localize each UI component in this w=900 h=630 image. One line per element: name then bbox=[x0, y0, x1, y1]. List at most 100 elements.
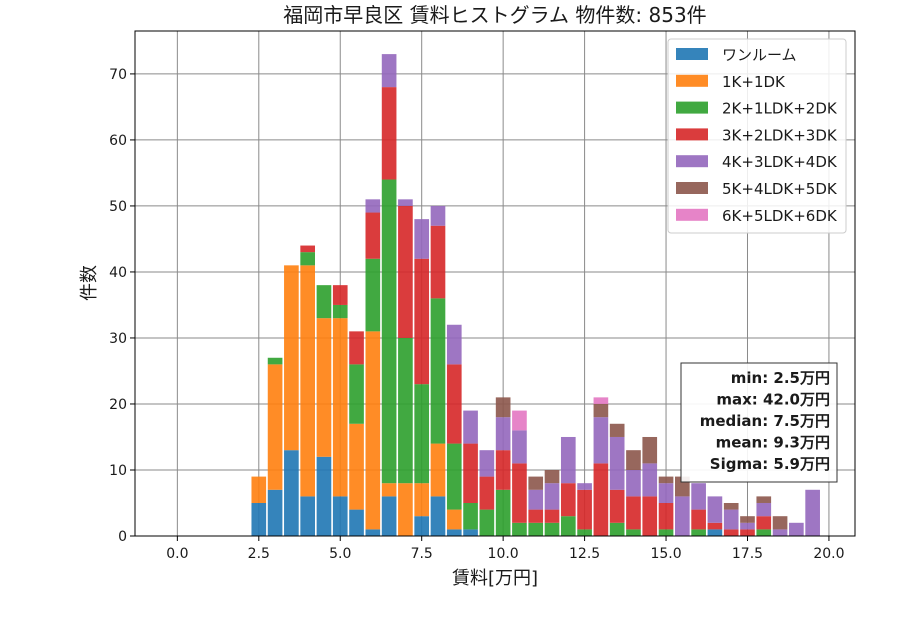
bar-segment-3 bbox=[691, 529, 706, 536]
legend-swatch bbox=[676, 182, 708, 194]
x-tick-label: 20.0 bbox=[813, 546, 844, 562]
bar-segment-4 bbox=[723, 529, 739, 536]
bar-segment-5 bbox=[805, 489, 820, 536]
bar-segment-1 bbox=[251, 502, 267, 536]
bar-segment-4 bbox=[479, 476, 495, 510]
legend-swatch bbox=[676, 155, 708, 168]
bar-segment-3 bbox=[300, 252, 315, 266]
legend-label: 2K+1LDK+2DK bbox=[722, 100, 838, 118]
bar-segment-4 bbox=[495, 450, 511, 490]
bar-segment-4 bbox=[658, 502, 674, 530]
bar-segment-4 bbox=[512, 463, 527, 523]
bar-segment-2 bbox=[398, 483, 413, 536]
bar-segment-1 bbox=[463, 529, 478, 536]
plot-frame bbox=[134, 30, 856, 537]
bar-segment-2 bbox=[251, 476, 267, 503]
chart-title: 福岡市早良区 賃料ヒストグラム 物件数: 853件 bbox=[283, 3, 706, 27]
bar-segment-5 bbox=[577, 483, 592, 490]
bar-segment-6 bbox=[609, 423, 625, 437]
legend-label: 1K+1DK bbox=[722, 73, 786, 91]
bar-segment-4 bbox=[300, 245, 315, 253]
y-tick-label: 20 bbox=[109, 397, 127, 413]
bar-segment-4 bbox=[577, 489, 592, 530]
bar-segment-4 bbox=[756, 516, 772, 530]
x-tick-label: 12.5 bbox=[569, 546, 600, 562]
y-tick-label: 10 bbox=[109, 463, 127, 479]
bar-segment-3 bbox=[365, 258, 381, 332]
bar-segment-6 bbox=[658, 476, 674, 484]
bar-segment-4 bbox=[365, 212, 381, 259]
bar-segment-3 bbox=[381, 179, 397, 484]
bar-segment-5 bbox=[544, 483, 560, 510]
y-tick-label: 40 bbox=[109, 265, 127, 281]
bar-segment-5 bbox=[658, 483, 674, 503]
legend-swatch bbox=[676, 128, 708, 141]
x-tick-label: 15.0 bbox=[650, 546, 681, 562]
stats-annotation: min: 2.5万円 max: 42.0万円 median: 7.5万円 mean: … bbox=[680, 362, 838, 483]
bar-segment-6 bbox=[528, 476, 544, 490]
bar-segment-3 bbox=[560, 516, 576, 536]
legend-label: ワンルーム bbox=[722, 46, 797, 64]
bar-segment-2 bbox=[381, 483, 397, 497]
y-tick-label: 70 bbox=[109, 67, 127, 83]
bar-segment-5 bbox=[381, 54, 397, 88]
bar-segment-3 bbox=[267, 357, 283, 365]
bar-segment-1 bbox=[430, 496, 446, 536]
bar-segment-4 bbox=[332, 285, 348, 305]
bar-segment-5 bbox=[479, 450, 495, 477]
bar-segment-2 bbox=[316, 318, 332, 457]
bar-segment-5 bbox=[398, 199, 413, 206]
bar-segment-5 bbox=[560, 436, 576, 484]
bar-segment-3 bbox=[463, 502, 478, 530]
x-axis-label: 賃料[万円] bbox=[452, 568, 538, 589]
bars bbox=[251, 54, 820, 536]
legend-label: 3K+2LDK+3DK bbox=[722, 126, 838, 144]
legend: ワンルーム 1K+1DK 2K+1LDK+2DK 3K+2LDK+3DK 4K+3LDK… bbox=[667, 38, 847, 234]
bar-segment-6 bbox=[740, 516, 755, 523]
bar-segment-5 bbox=[414, 219, 430, 259]
bar-segment-6 bbox=[642, 436, 658, 464]
x-tick-label: 7.5 bbox=[411, 546, 433, 562]
bar-segment-5 bbox=[528, 489, 544, 510]
bar-segment-5 bbox=[609, 436, 625, 490]
bar-segment-3 bbox=[430, 298, 446, 444]
legend-box bbox=[667, 38, 847, 234]
bar-segment-4 bbox=[544, 509, 560, 523]
bar-segment-5 bbox=[740, 522, 755, 530]
bar-segment-4 bbox=[463, 443, 478, 503]
bar-segment-3 bbox=[495, 489, 511, 536]
bar-segment-2 bbox=[446, 509, 462, 530]
bar-segment-3 bbox=[479, 509, 495, 536]
bar-segment-3 bbox=[332, 304, 348, 319]
bar-segment-3 bbox=[398, 337, 413, 484]
bar-segment-5 bbox=[430, 205, 446, 226]
bar-segment-2 bbox=[267, 364, 283, 490]
bar-segment-1 bbox=[332, 496, 348, 536]
legend-swatch bbox=[676, 74, 708, 87]
bar-segment-3 bbox=[528, 522, 544, 536]
bar-segment-5 bbox=[642, 463, 658, 497]
bar-segment-5 bbox=[495, 417, 511, 451]
bar-segment-6 bbox=[626, 450, 641, 470]
bar-segment-6 bbox=[544, 469, 560, 484]
bar-segment-2 bbox=[349, 423, 364, 510]
stats-line: min: 2.5万円 bbox=[731, 369, 830, 387]
bar-segment-3 bbox=[414, 384, 430, 484]
bar-segment-6 bbox=[772, 516, 788, 530]
stats-line: mean: 9.3万円 bbox=[716, 434, 830, 452]
bar-segment-1 bbox=[707, 529, 723, 536]
bar-segment-5 bbox=[446, 324, 462, 365]
bar-segment-3 bbox=[577, 529, 592, 536]
stats-line: max: 42.0万円 bbox=[716, 391, 830, 409]
bar-segment-4 bbox=[528, 509, 544, 523]
bar-segment-5 bbox=[707, 496, 723, 523]
bar-segment-3 bbox=[512, 522, 527, 536]
x-tick-label: 0.0 bbox=[166, 546, 188, 562]
bar-segment-4 bbox=[609, 489, 625, 523]
bar-segment-3 bbox=[544, 522, 560, 536]
bar-segment-4 bbox=[446, 364, 462, 444]
bar-segment-5 bbox=[723, 509, 739, 530]
bar-segment-2 bbox=[414, 483, 430, 517]
bar-segment-1 bbox=[300, 496, 315, 536]
